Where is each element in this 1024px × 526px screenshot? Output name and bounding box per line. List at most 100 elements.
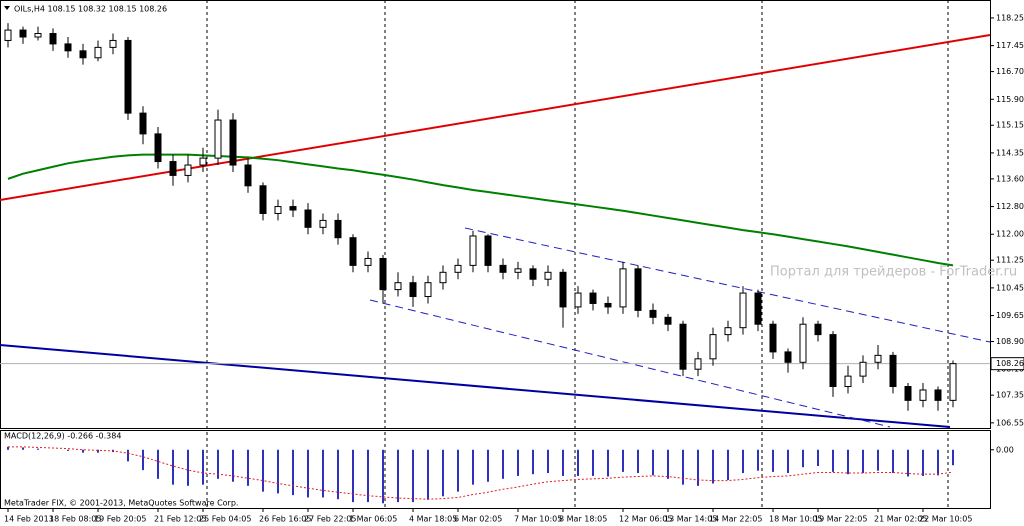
candle-body [244, 164, 252, 187]
candle-body [874, 354, 882, 363]
candle-body [49, 33, 57, 45]
candle-body [94, 46, 102, 59]
candle-body [589, 292, 597, 304]
y-tick-label: 0.00 [996, 445, 1014, 454]
candle-body [514, 268, 522, 273]
candle-body [79, 50, 87, 59]
y-tick-label: 115.15 [996, 121, 1024, 130]
candle-body [319, 219, 327, 228]
candle-body [424, 282, 432, 298]
macd-header: MACD(12,26,9) -0.266 -0.384 [4, 432, 121, 441]
candle-body [334, 219, 342, 239]
candle-body [229, 119, 237, 166]
y-tick-label: 114.35 [996, 148, 1024, 157]
y-tick-label: 117.45 [996, 41, 1024, 50]
y-tick-label: 108.90 [996, 337, 1024, 346]
candle-body [544, 271, 552, 280]
x-tick-label: 19 Feb 20:05 [94, 515, 146, 524]
candle-body [349, 237, 357, 266]
x-tick-label: 18 Mar 10:05 [769, 515, 822, 524]
x-tick-label: 21 Feb 12:05 [154, 515, 206, 524]
signal-line [8, 446, 954, 500]
candle-body [439, 271, 447, 284]
candle-body [364, 257, 372, 266]
candle-body [739, 292, 747, 329]
last-price-tag [990, 357, 1024, 371]
x-tick-label: 14 Feb 2013 [4, 515, 54, 524]
x-tick-label: 27 Feb 22:05 [304, 515, 356, 524]
candle-body [289, 206, 297, 211]
candle-body [4, 29, 12, 41]
candle-body [724, 327, 732, 336]
candle-body [784, 351, 792, 363]
y-tick-label: 109.65 [996, 311, 1024, 320]
candle-body [604, 302, 612, 308]
y-tick-label: 107.35 [996, 391, 1024, 400]
symbol-header: OILs,H4 108.15 108.32 108.15 108.26 [14, 5, 167, 14]
x-tick-label: 25 Feb 04:05 [199, 515, 251, 524]
y-tick-label: 112.80 [996, 202, 1024, 211]
x-tick-label: 14 Mar 22:05 [709, 515, 762, 524]
candle-body [769, 323, 777, 353]
candle-body [139, 112, 147, 135]
candle-body [574, 292, 582, 308]
candle-body [394, 282, 402, 291]
y-tick-label: 110.45 [996, 283, 1024, 292]
candle-body [814, 323, 822, 336]
y-tick-label: 111.25 [996, 256, 1024, 265]
header-arrow [4, 6, 10, 10]
main-frame [0, 0, 991, 429]
candle-body [304, 209, 312, 228]
candle-body [904, 386, 912, 401]
candle-body [109, 39, 117, 48]
x-tick-label: 18 Feb 08:05 [49, 515, 101, 524]
y-tick-label: 116.70 [996, 67, 1024, 76]
candle-body [259, 185, 267, 214]
x-tick-label: 12 Mar 06:05 [619, 515, 672, 524]
candle-body [949, 363, 957, 401]
candle-body [499, 264, 507, 273]
y-tick-label: 115.90 [996, 95, 1024, 104]
candle-body [469, 235, 477, 266]
x-tick-label: 8 Mar 18:05 [559, 515, 607, 524]
candle-body [409, 282, 417, 298]
x-tick-label: 19 Mar 22:05 [814, 515, 867, 524]
candle-body [274, 206, 282, 214]
x-tick-label: 21 Mar 02:05 [874, 515, 927, 524]
candle-body [199, 157, 207, 166]
candle-body [529, 268, 537, 280]
candle-body [559, 271, 567, 308]
candle-body [454, 264, 462, 273]
x-tick-label: 6 Mar 02:05 [454, 515, 502, 524]
x-tick-label: 4 Mar 18:05 [409, 515, 457, 524]
candle-body [124, 39, 132, 114]
candle-body [664, 316, 672, 325]
watermark: Портал для трейдеров - ForTrader.ru [770, 265, 1017, 280]
candle-body [619, 268, 627, 308]
y-tick-label: 106.55 [996, 418, 1024, 427]
candle-body [169, 161, 177, 176]
candle-body [19, 29, 27, 38]
candle-body [649, 309, 657, 318]
candle-body [34, 33, 42, 38]
y-tick-label: 118.25 [996, 13, 1024, 22]
trend-line [0, 344, 951, 428]
candle-body [64, 43, 72, 52]
moving-average [7, 153, 954, 267]
copyright: MetaTrader FIX, © 2001-2013, MetaQuotes … [4, 499, 238, 508]
candle-body [484, 235, 492, 266]
x-tick-label: 22 Mar 10:05 [919, 515, 972, 524]
x-tick-label: 13 Mar 14:05 [664, 515, 717, 524]
candle-body [754, 292, 762, 325]
macd-frame [0, 430, 991, 509]
trend-line [0, 34, 991, 201]
macd-panel: 0.00 [7, 445, 1014, 504]
candle-body [679, 323, 687, 370]
candle-body [214, 119, 222, 159]
y-tick-label: 113.60 [996, 174, 1024, 183]
x-tick-label: 26 Feb 16:05 [259, 515, 311, 524]
candle-body [844, 375, 852, 388]
candle-body [889, 354, 897, 388]
